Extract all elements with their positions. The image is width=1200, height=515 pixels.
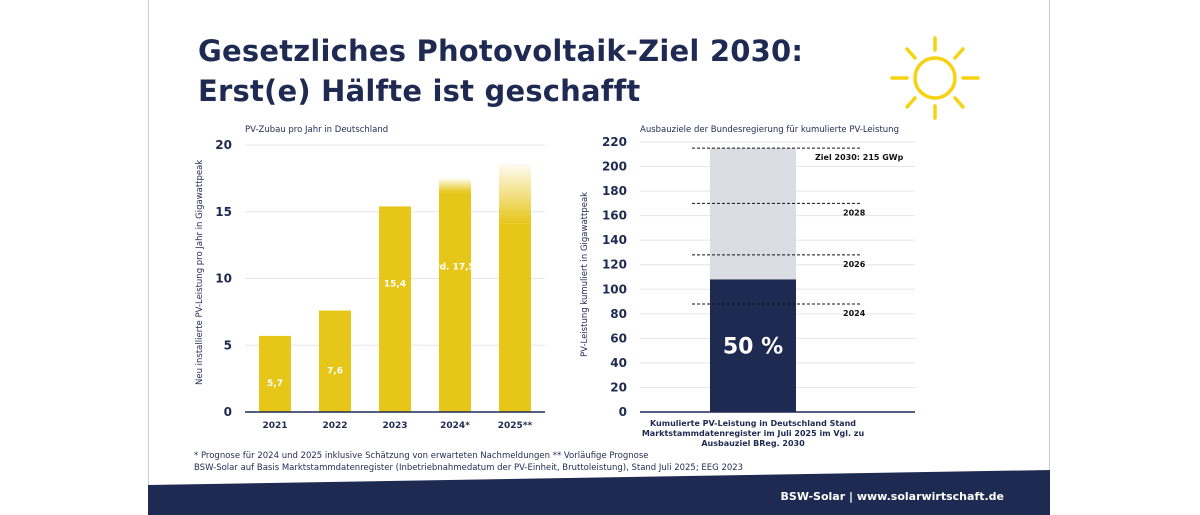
y-tick-label: 160: [602, 209, 627, 223]
target-label: 2026: [843, 260, 866, 269]
chart-left: 0 5 10 15 20 5,7 2021 7,6 2022 15,4 2023 rd. 17,5 20…: [215, 138, 545, 431]
target-label: 2028: [843, 208, 866, 217]
y-tick-label: 80: [610, 307, 627, 321]
infographic-card: [148, 0, 1050, 515]
x-category-label: Ausbauziel BReg. 2030: [701, 439, 805, 448]
y-tick-label: 140: [602, 233, 627, 247]
bar: [439, 192, 471, 412]
y-tick-label: 5: [224, 338, 232, 352]
bar-percent-label: 50 %: [723, 335, 783, 360]
x-category-label: Marktstammdatenregister im Juli 2025 im …: [642, 429, 865, 438]
y-tick-label: 120: [602, 258, 627, 272]
y-tick-label: 220: [602, 135, 627, 149]
y-tick-label: 15: [215, 205, 232, 219]
y-tick-label: 20: [610, 380, 627, 394]
y-tick-label: 40: [610, 356, 627, 370]
footer-source-link[interactable]: BSW-Solar | www.solarwirtschaft.de: [780, 490, 1004, 503]
x-tick-label: 2023: [382, 421, 407, 431]
y-tick-label: 60: [610, 331, 627, 345]
x-tick-label: 2025**: [498, 421, 533, 431]
x-category-label: Kumulierte PV-Leistung in Deutschland St…: [650, 419, 856, 428]
bar: [319, 310, 351, 412]
y-tick-label: 0: [619, 405, 627, 419]
y-tick-label: 100: [602, 282, 627, 296]
x-tick-label: 2022: [322, 421, 347, 431]
y-tick-label: 20: [215, 138, 232, 152]
x-tick-label: 2021: [262, 421, 287, 431]
target-label: Ziel 2030: 215 GWp: [815, 153, 904, 162]
chart-right: 0 20 40 60 80 100 120 140 160 180 200 220 50 % Ziel 2…: [602, 135, 915, 448]
y-tick-label: 0: [224, 405, 232, 419]
sun-icon: [890, 36, 980, 120]
page-title-line-1: Gesetzliches Photovoltaik-Ziel 2030:: [198, 34, 804, 68]
bar-forecast-fade: [439, 178, 471, 193]
y-tick-label: 200: [602, 160, 627, 174]
y-tick-label: 180: [602, 184, 627, 198]
chart-right-title: Ausbauziele der Bundesregierung für kumu…: [640, 125, 899, 135]
bar-achieved: [710, 279, 796, 412]
y-tick-label: 10: [215, 272, 232, 286]
target-label: 2024: [843, 309, 866, 318]
chart-left-title: PV-Zubau pro Jahr in Deutschland: [245, 125, 389, 135]
footnote-forecast: * Prognose für 2024 und 2025 inklusive S…: [194, 451, 649, 461]
bar-target-remaining: [710, 148, 796, 280]
page-title-line-2: Erst(e) Hälfte ist geschafft: [198, 74, 641, 108]
data-label: 5,7: [267, 379, 283, 389]
bar-forecast-fade: [499, 163, 531, 224]
data-label: 7,6: [327, 366, 343, 376]
data-label: 15,4: [384, 280, 406, 290]
footnote-source: BSW-Solar auf Basis Marktstammdatenregis…: [194, 463, 744, 473]
data-label: rd. 17,5: [435, 262, 475, 272]
bar: [499, 223, 531, 412]
x-tick-label: 2024*: [440, 421, 470, 431]
bar: [259, 335, 291, 412]
bar: [379, 206, 411, 412]
